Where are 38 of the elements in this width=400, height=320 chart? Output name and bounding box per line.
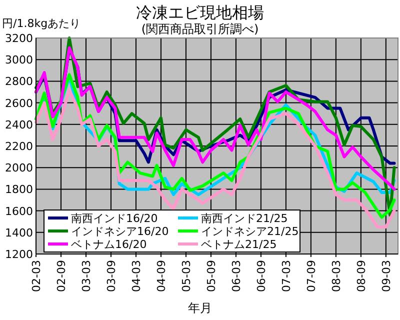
x-tick-label: 07-09	[304, 260, 318, 292]
x-axis-title: 年月	[188, 301, 212, 315]
legend-label: インドネシア16/20	[71, 225, 169, 238]
x-tick-label: 03-03	[80, 260, 93, 292]
legend-label: ベトナム16/20	[71, 238, 147, 251]
legend-label: ベトナム21/25	[201, 238, 277, 251]
x-tick-label: 07-03	[280, 260, 293, 292]
x-tick-label: 05-03	[180, 260, 193, 292]
y-tick-label: 2000	[5, 162, 33, 175]
y-tick-label: 1800	[5, 183, 33, 196]
y-tick-label: 3000	[5, 54, 33, 67]
x-tick-label: 06-09	[254, 260, 268, 292]
y-tick-label: 1600	[5, 204, 33, 218]
legend-label: インドネシア21/25	[201, 225, 299, 238]
x-tick-label: 08-03	[330, 260, 343, 292]
x-tick-label: 02-09	[54, 260, 68, 292]
line-series	[34, 46, 396, 191]
legend-label: 南西インド21/25	[201, 212, 288, 225]
y-tick-label: 2400	[5, 118, 33, 132]
x-tick-label: 09-03	[380, 260, 393, 292]
x-tick-label: 02-03	[30, 260, 43, 292]
line-series	[34, 88, 396, 228]
chart-subtitle: (関西商品取引所調べ)	[141, 22, 259, 36]
x-tick-label: 03-09	[104, 260, 118, 292]
x-tick-label: 08-09	[354, 260, 368, 292]
y-tick-label: 2600	[5, 96, 33, 110]
y-tick-label: 2800	[5, 75, 33, 88]
y-tick-label: 2200	[5, 140, 33, 153]
y-axis-title: 円/1.8kgあたり	[2, 17, 81, 30]
x-tick-label: 05-09	[204, 260, 218, 292]
x-tick-label: 06-03	[230, 260, 243, 292]
y-tick-label: 1200	[5, 248, 33, 261]
y-tick-label: 3200	[5, 32, 33, 45]
x-tick-label: 04-03	[130, 260, 143, 292]
chart-title: 冷凍エビ現地相場	[136, 3, 264, 22]
legend-label: 南西インド16/20	[71, 212, 158, 225]
x-tick-label: 04-09	[154, 260, 168, 292]
y-tick-label: 1400	[5, 226, 33, 240]
